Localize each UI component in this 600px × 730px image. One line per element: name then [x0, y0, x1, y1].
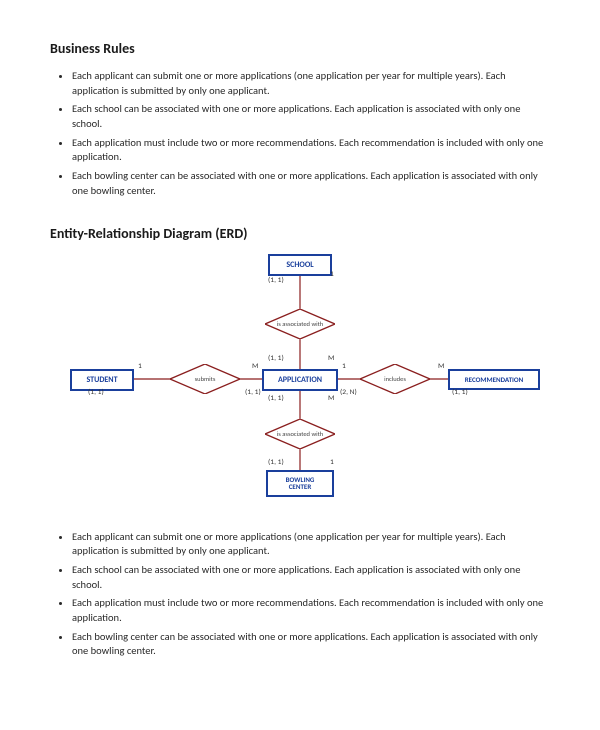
entity-school: SCHOOL — [268, 254, 332, 276]
erd-diagram: SCHOOL STUDENT APPLICATION RECOMMENDATIO… — [50, 254, 550, 504]
erd-heading: Entity-Relationship Diagram (ERD) — [50, 225, 550, 242]
cardinality: (1, 1) — [268, 276, 284, 285]
list-item: Each application must include two or mor… — [72, 136, 550, 165]
entity-recommendation: RECOMMENDATION — [448, 369, 540, 390]
list-item: Each applicant can submit one or more ap… — [72, 530, 550, 559]
entity-application: APPLICATION — [262, 369, 338, 391]
cardinality: M — [438, 362, 444, 371]
cardinality: M — [252, 362, 258, 371]
cardinality: (1, 1) — [245, 388, 261, 397]
cardinality: (1, 1) — [452, 388, 468, 397]
relationship-school-app: is associated with — [265, 309, 335, 339]
business-rules-heading: Business Rules — [50, 40, 550, 57]
cardinality: 1 — [138, 362, 142, 371]
relationship-label: is associated with — [265, 320, 335, 328]
relationship-bowling-app: is associated with — [265, 419, 335, 449]
cardinality: (1, 1) — [268, 354, 284, 363]
relationship-label: is associated with — [265, 430, 335, 438]
rules-list-bottom: Each applicant can submit one or more ap… — [50, 530, 550, 660]
list-item: Each bowling center can be associated wi… — [72, 630, 550, 659]
relationship-student-app: submits — [170, 364, 240, 394]
rules-list-top: Each applicant can submit one or more ap… — [50, 69, 550, 199]
cardinality: M — [328, 354, 334, 363]
list-item: Each bowling center can be associated wi… — [72, 169, 550, 198]
cardinality: 1 — [330, 270, 334, 279]
relationship-app-rec: includes — [360, 364, 430, 394]
entity-bowling-center: BOWLING CENTER — [266, 470, 334, 497]
cardinality: (2, N) — [340, 388, 357, 397]
relationship-label: includes — [360, 375, 430, 383]
cardinality: (1, 1) — [88, 388, 104, 397]
cardinality: 1 — [330, 458, 334, 467]
cardinality: (1, 1) — [268, 394, 284, 403]
list-item: Each application must include two or mor… — [72, 596, 550, 625]
cardinality: 1 — [342, 362, 346, 371]
relationship-label: submits — [170, 375, 240, 383]
cardinality: M — [328, 394, 334, 403]
cardinality: (1, 1) — [268, 458, 284, 467]
list-item: Each school can be associated with one o… — [72, 102, 550, 131]
list-item: Each school can be associated with one o… — [72, 563, 550, 592]
list-item: Each applicant can submit one or more ap… — [72, 69, 550, 98]
